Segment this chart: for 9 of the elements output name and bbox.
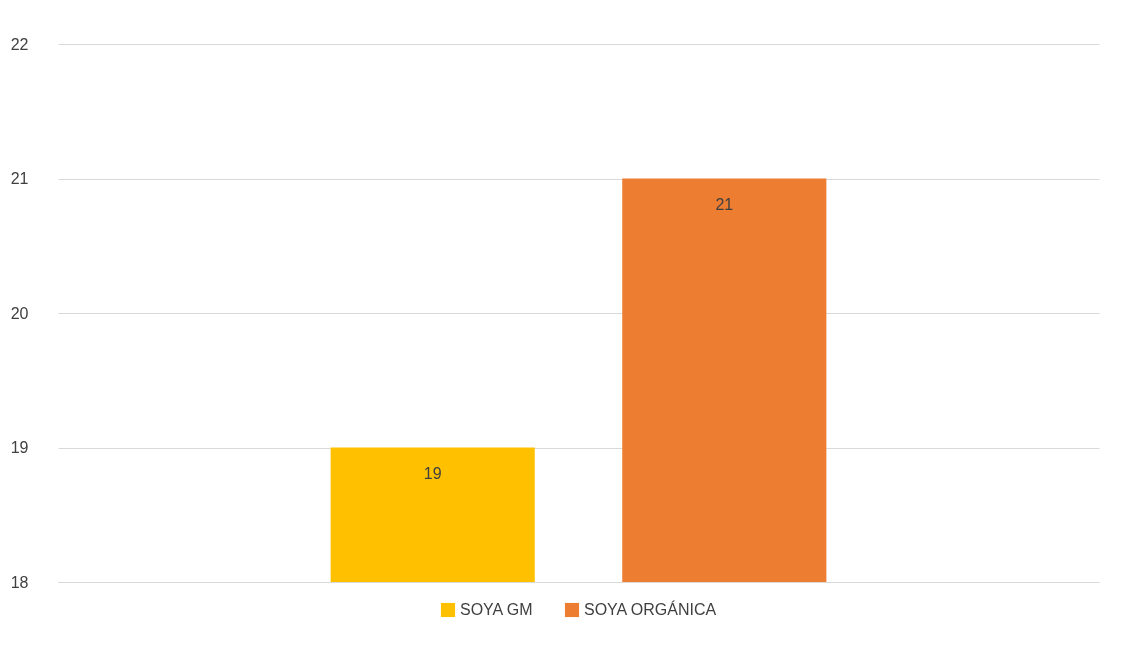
data-label: 19 — [423, 464, 442, 482]
data-label: 21 — [715, 195, 734, 213]
y-tick-label: 19 — [10, 439, 29, 456]
legend-label: SOYA GM — [460, 601, 533, 618]
y-tick-label: 21 — [10, 170, 29, 187]
y-tick-label: 18 — [10, 573, 29, 591]
y-tick-label: 20 — [10, 304, 29, 322]
legend-label: SOYA ORGÁNICA — [584, 600, 717, 618]
y-tick-label: 22 — [10, 35, 29, 53]
